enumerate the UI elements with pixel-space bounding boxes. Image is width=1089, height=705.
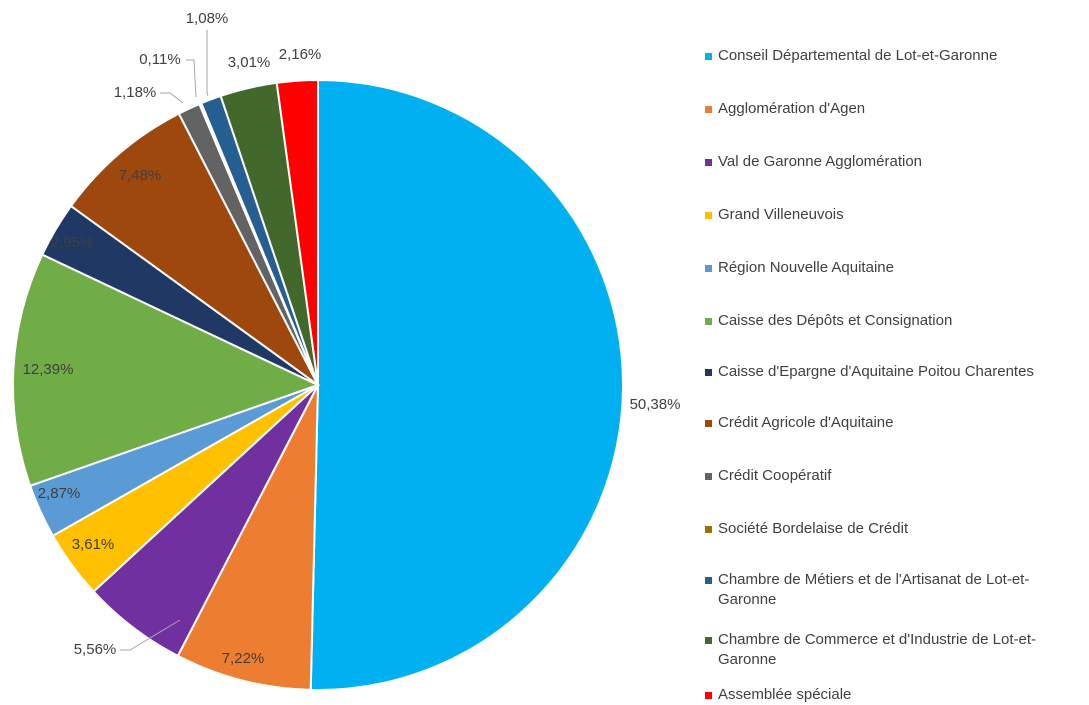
leader-line [186,59,197,98]
legend-item: Agglomération d'Agen [705,99,1058,119]
legend-label: Conseil Départemental de Lot-et-Garonne [718,47,998,64]
legend-swatch [705,159,712,166]
legend-swatch [705,265,712,272]
legend-swatch [705,473,712,480]
legend-swatch [705,369,712,376]
legend-label: Crédit Coopératif [718,467,832,484]
data-label: 2,16% [279,46,322,63]
data-label: 7,48% [119,167,162,184]
legend-label: Val de Garonne Agglomération [718,153,923,170]
data-label: 2,87% [38,485,81,502]
legend-swatch [705,212,712,219]
legend-swatch [705,420,712,427]
legend-label: Caisse des Dépôts et Consignation [718,312,953,329]
legend-swatch [705,318,712,325]
legend-item: Grand Villeneuvois [705,205,1058,225]
legend-label: Chambre de Commerce et d'Industrie de Lo… [718,631,1037,668]
data-label: 2,95% [51,234,94,251]
legend-label: Agglomération d'Agen [718,100,866,117]
legend-item: Crédit Agricole d'Aquitaine [705,413,1058,433]
data-label: 1,18% [114,84,157,101]
legend-item: Région Nouvelle Aquitaine [705,258,1058,278]
pie-slice [176,384,319,691]
data-label: 1,08% [186,10,229,27]
data-label: 7,22% [222,650,265,667]
legend-swatch [705,53,712,60]
pie-slice [12,253,321,488]
legend-label: Crédit Agricole d'Aquitaine [718,414,894,431]
legend-swatch [705,637,712,644]
data-label: 50,38% [630,396,681,413]
data-label: 3,61% [72,536,115,553]
pie-chart: 50,38% 7,22% 5,56% 3,61% 2,87% 12,39% 2,95% 7,4… [12,10,681,691]
legend-label: Chambre de Métiers et de l'Artisanat de … [718,571,1030,608]
data-label: 5,56% [74,641,117,658]
legend-label: Société Bordelaise de Crédit [718,520,909,537]
legend-item: Chambre de Commerce et d'Industrie de Lo… [705,630,1058,670]
pie-slice [275,78,319,386]
legend-item: Conseil Départemental de Lot-et-Garonne [705,46,1058,66]
data-label: 0,11% [139,51,180,68]
legend-swatch [705,577,712,584]
legend-swatch [705,526,712,533]
pie-slice [69,112,319,386]
leader-line [206,30,209,97]
legend-label: Région Nouvelle Aquitaine [718,259,894,276]
legend-label: Caisse d'Epargne d'Aquitaine Poitou Char… [718,363,1034,380]
legend-label: Grand Villeneuvois [718,206,844,223]
legend-item: Société Bordelaise de Crédit [705,519,1058,539]
data-label: 3,01% [228,54,271,71]
legend-item: Crédit Coopératif [705,466,1058,486]
leader-line [160,92,184,104]
legend-item: Val de Garonne Agglomération [705,152,1058,172]
legend-item: Chambre de Métiers et de l'Artisanat de … [705,570,1058,610]
pie-slice [309,78,624,691]
data-label: 12,39% [23,361,74,378]
legend-item: Caisse d'Epargne d'Aquitaine Poitou Char… [705,362,1058,382]
legend-item: Assemblée spéciale [705,685,1058,705]
legend-item: Caisse des Dépôts et Consignation [705,311,1058,331]
leader-line [120,619,181,651]
legend-label: Assemblée spéciale [718,686,852,703]
legend-swatch [705,106,712,113]
legend-swatch [705,692,712,699]
